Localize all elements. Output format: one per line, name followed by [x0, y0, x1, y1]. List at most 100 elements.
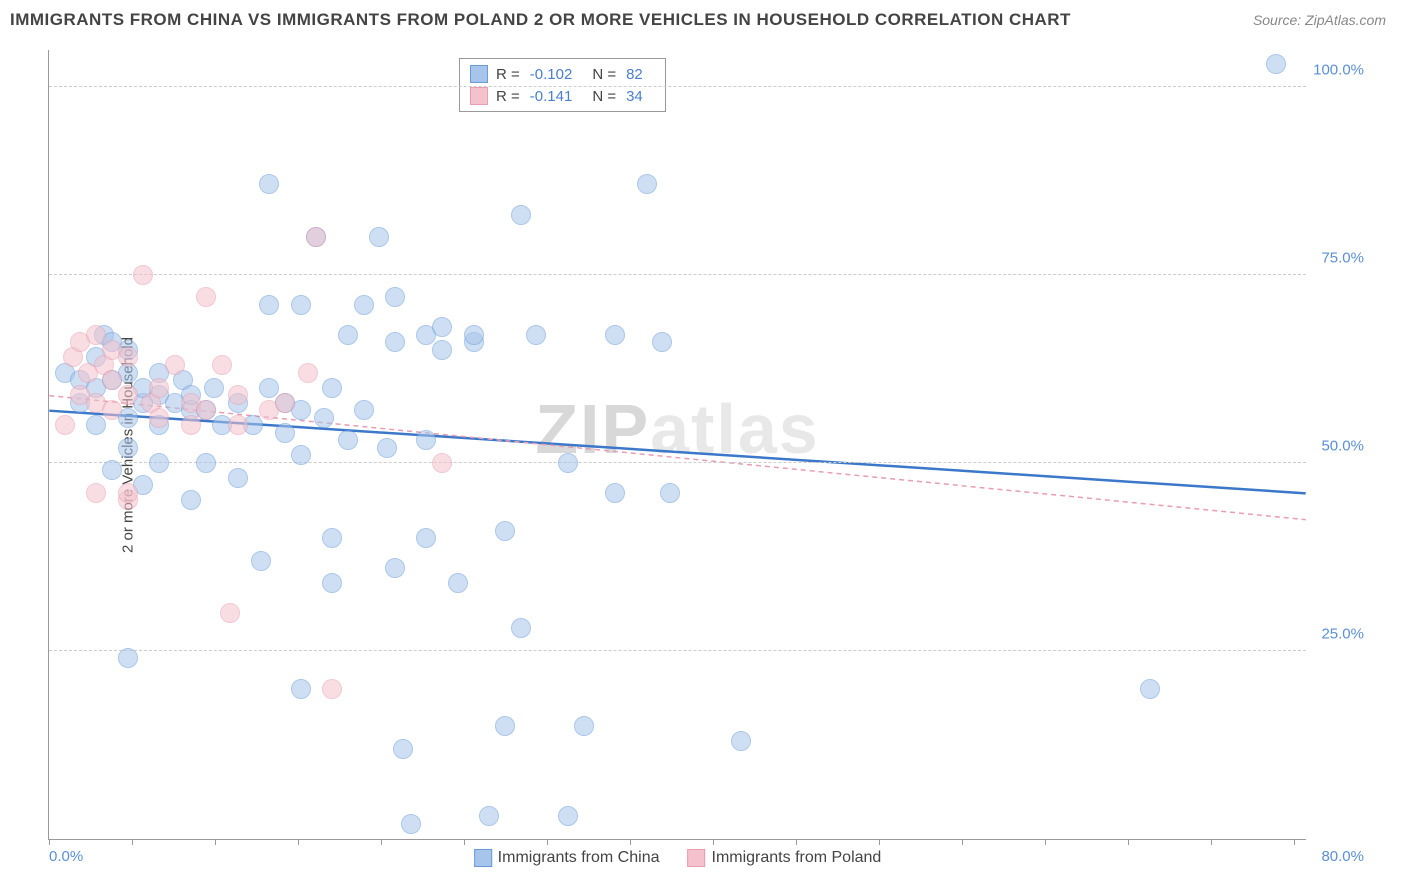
- scatter-point: [86, 415, 106, 435]
- stats-n-value: 34: [626, 88, 643, 105]
- scatter-point: [354, 295, 374, 315]
- x-tick: [796, 839, 797, 845]
- scatter-point: [731, 731, 751, 751]
- x-tick: [879, 839, 880, 845]
- y-tick-label: 100.0%: [1313, 61, 1364, 78]
- scatter-point: [118, 385, 138, 405]
- scatter-point: [322, 573, 342, 593]
- x-tick: [713, 839, 714, 845]
- scatter-point: [605, 325, 625, 345]
- x-tick: [49, 839, 50, 845]
- scatter-point: [401, 814, 421, 834]
- scatter-point: [228, 415, 248, 435]
- scatter-point: [133, 265, 153, 285]
- scatter-point: [385, 332, 405, 352]
- scatter-point: [118, 347, 138, 367]
- scatter-point: [637, 174, 657, 194]
- scatter-point: [118, 438, 138, 458]
- scatter-point: [102, 460, 122, 480]
- watermark: ZIPatlas: [535, 389, 819, 469]
- scatter-point: [369, 227, 389, 247]
- scatter-point: [416, 528, 436, 548]
- x-tick: [962, 839, 963, 845]
- y-tick-label: 50.0%: [1321, 437, 1364, 454]
- stats-n-label: N =: [592, 66, 616, 83]
- scatter-point: [181, 415, 201, 435]
- legend-swatch: [470, 87, 488, 105]
- y-tick-label: 25.0%: [1321, 625, 1364, 642]
- x-tick: [1294, 839, 1295, 845]
- legend-label: Immigrants from China: [498, 849, 660, 867]
- trend-lines: [49, 50, 1306, 839]
- scatter-point: [86, 325, 106, 345]
- scatter-point: [86, 483, 106, 503]
- scatter-point: [291, 679, 311, 699]
- scatter-point: [118, 648, 138, 668]
- scatter-point: [574, 716, 594, 736]
- scatter-point: [181, 490, 201, 510]
- legend-item: Immigrants from China: [474, 849, 660, 867]
- scatter-point: [259, 174, 279, 194]
- scatter-point: [432, 340, 452, 360]
- scatter-point: [432, 453, 452, 473]
- scatter-point: [416, 430, 436, 450]
- scatter-point: [149, 378, 169, 398]
- scatter-point: [228, 468, 248, 488]
- scatter-point: [204, 378, 224, 398]
- scatter-point: [464, 325, 484, 345]
- x-tick: [1211, 839, 1212, 845]
- legend-swatch: [470, 65, 488, 83]
- scatter-point: [118, 483, 138, 503]
- legend-swatch: [687, 849, 705, 867]
- stats-row: R = -0.141 N = 34: [470, 85, 655, 107]
- x-tick: [132, 839, 133, 845]
- scatter-point: [322, 378, 342, 398]
- scatter-point: [212, 355, 232, 375]
- scatter-point: [259, 378, 279, 398]
- scatter-point: [377, 438, 397, 458]
- scatter-point: [385, 287, 405, 307]
- plot-area: ZIPatlas R =-0.102N =82R =-0.141N =34 0.…: [48, 50, 1306, 840]
- stats-r-label: R =: [496, 88, 520, 105]
- scatter-point: [495, 521, 515, 541]
- scatter-point: [291, 445, 311, 465]
- scatter-point: [605, 483, 625, 503]
- scatter-point: [259, 295, 279, 315]
- gridline: [49, 274, 1306, 275]
- scatter-point: [196, 287, 216, 307]
- scatter-point: [196, 453, 216, 473]
- scatter-point: [652, 332, 672, 352]
- scatter-point: [149, 453, 169, 473]
- x-axis-min-label: 0.0%: [49, 848, 83, 865]
- scatter-point: [322, 679, 342, 699]
- legend-label: Immigrants from Poland: [711, 849, 881, 867]
- stats-n-value: 82: [626, 66, 643, 83]
- stats-n-label: N =: [592, 88, 616, 105]
- x-tick: [630, 839, 631, 845]
- stats-r-label: R =: [496, 66, 520, 83]
- scatter-point: [228, 385, 248, 405]
- scatter-point: [448, 573, 468, 593]
- stats-row: R =-0.102N =82: [470, 63, 655, 85]
- legend-swatch: [474, 849, 492, 867]
- scatter-point: [526, 325, 546, 345]
- scatter-point: [432, 317, 452, 337]
- chart-container: 2 or more Vehicles in Household ZIPatlas…: [48, 50, 1368, 840]
- x-tick: [464, 839, 465, 845]
- scatter-point: [196, 400, 216, 420]
- stats-r-value: -0.141: [530, 88, 573, 105]
- scatter-point: [149, 408, 169, 428]
- gridline: [49, 86, 1306, 87]
- y-tick-label: 75.0%: [1321, 249, 1364, 266]
- chart-title: IMMIGRANTS FROM CHINA VS IMMIGRANTS FROM…: [10, 10, 1071, 30]
- scatter-point: [511, 205, 531, 225]
- scatter-point: [306, 227, 326, 247]
- scatter-point: [220, 603, 240, 623]
- x-axis-max-label: 80.0%: [1321, 848, 1364, 865]
- scatter-point: [1140, 679, 1160, 699]
- x-tick: [298, 839, 299, 845]
- scatter-point: [479, 806, 499, 826]
- scatter-point: [495, 716, 515, 736]
- chart-header: IMMIGRANTS FROM CHINA VS IMMIGRANTS FROM…: [0, 0, 1406, 35]
- x-tick: [1045, 839, 1046, 845]
